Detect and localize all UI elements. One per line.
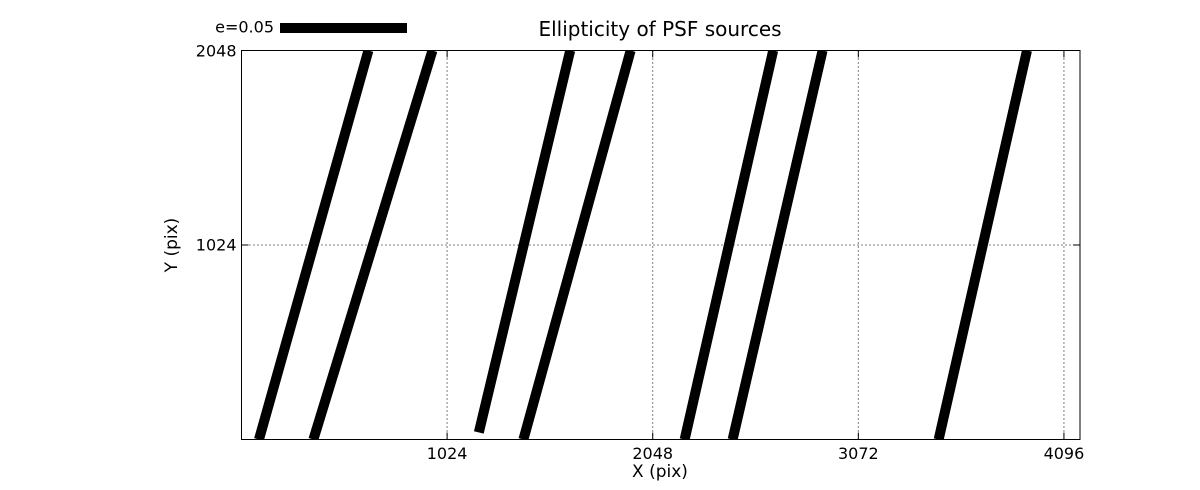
grid-lines [241, 50, 1080, 440]
y-axis-label: Y (pix) [162, 217, 182, 273]
legend-label: e=0.05 [215, 17, 274, 37]
whisker-segment [518, 50, 636, 440]
whisker-segment [308, 50, 438, 440]
plot-title: Ellipticity of PSF sources [538, 17, 782, 41]
tick-marks [241, 50, 1080, 440]
x-axis-label: X (pix) [632, 462, 688, 482]
axes-border [241, 50, 1081, 440]
x-tick-label: 2048 [632, 443, 674, 463]
x-tick-label: 1024 [426, 443, 468, 463]
legend-key-bar [280, 23, 407, 33]
whisker-segment [473, 50, 576, 434]
ellipticity-whiskers [254, 50, 1032, 440]
y-tick-label: 1024 [195, 235, 237, 255]
x-tick-label: 3072 [837, 443, 879, 463]
y-tick-label: 2048 [195, 41, 237, 60]
x-tick-label: 4096 [1043, 443, 1085, 463]
whisker-segment [679, 50, 779, 440]
whisker-segment [254, 50, 374, 440]
whisker-segment [933, 50, 1032, 440]
whisker-segment [727, 50, 828, 440]
